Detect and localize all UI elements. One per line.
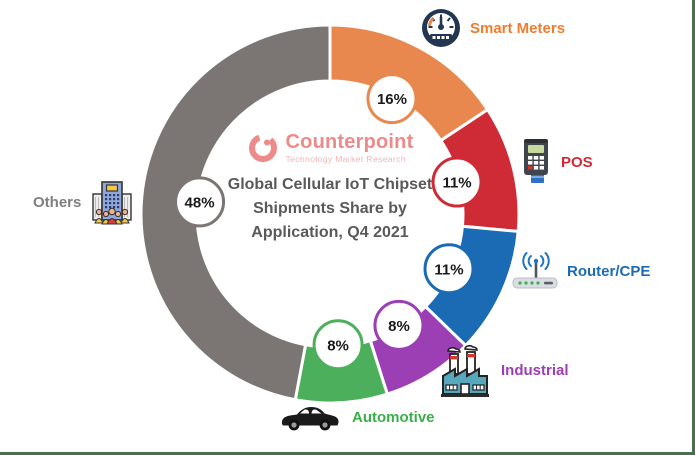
legend-others: Others (33, 179, 134, 225)
legend-router-cpe: Router/CPE (512, 250, 650, 292)
legend-label-others: Others (33, 193, 82, 211)
percent-bubble-automotive (312, 319, 364, 371)
legend-industrial: Industrial (438, 342, 569, 398)
legend-label-automotive: Automotive (352, 408, 435, 426)
legend-automotive: Automotive (277, 400, 435, 434)
percent-bubble-industrial (373, 299, 425, 351)
percent-label-router-cpe: 11% (434, 261, 463, 278)
chart-title: Global Cellular IoT Chipset Shipments Sh… (213, 173, 447, 245)
counterpoint-logo-icon (247, 132, 279, 164)
percent-bubble-pos (431, 156, 483, 208)
chart-title-line-1: Global Cellular IoT Chipset (227, 176, 433, 193)
brand-name: Counterpoint (285, 131, 414, 154)
legend-label-industrial: Industrial (501, 361, 569, 379)
percent-bubble-smart-meters (366, 73, 418, 125)
factory-icon (438, 342, 492, 398)
legend-label-pos: POS (561, 153, 593, 171)
percent-label-industrial: 8% (388, 318, 410, 335)
chart-title-line-3: Application, Q4 2021 (251, 224, 409, 241)
counterpoint-logo: Counterpoint Technology Market Research (213, 132, 447, 164)
chart-center: Counterpoint Technology Market Research … (213, 132, 447, 245)
gauge-icon (421, 8, 461, 48)
car-icon (277, 400, 343, 434)
legend-smart-meters: Smart Meters (421, 8, 565, 48)
percent-label-others: 48% (185, 194, 215, 211)
chart-title-line-2: Shipments Share by (253, 200, 407, 217)
percent-label-pos: 11% (442, 175, 471, 192)
percent-bubble-others (174, 176, 226, 228)
percent-bubble-router-cpe (423, 243, 475, 295)
pos-terminal-icon (520, 138, 552, 186)
legend-pos: POS (520, 138, 593, 186)
building-people-icon (90, 179, 134, 225)
donut-segment-others (139, 23, 332, 402)
percent-label-smart-meters: 16% (377, 91, 407, 108)
router-icon (512, 250, 558, 292)
brand-tagline: Technology Market Research (285, 154, 407, 165)
legend-label-router-cpe: Router/CPE (567, 262, 651, 280)
percent-label-automotive: 8% (327, 337, 349, 354)
legend-label-smart-meters: Smart Meters (470, 19, 566, 37)
